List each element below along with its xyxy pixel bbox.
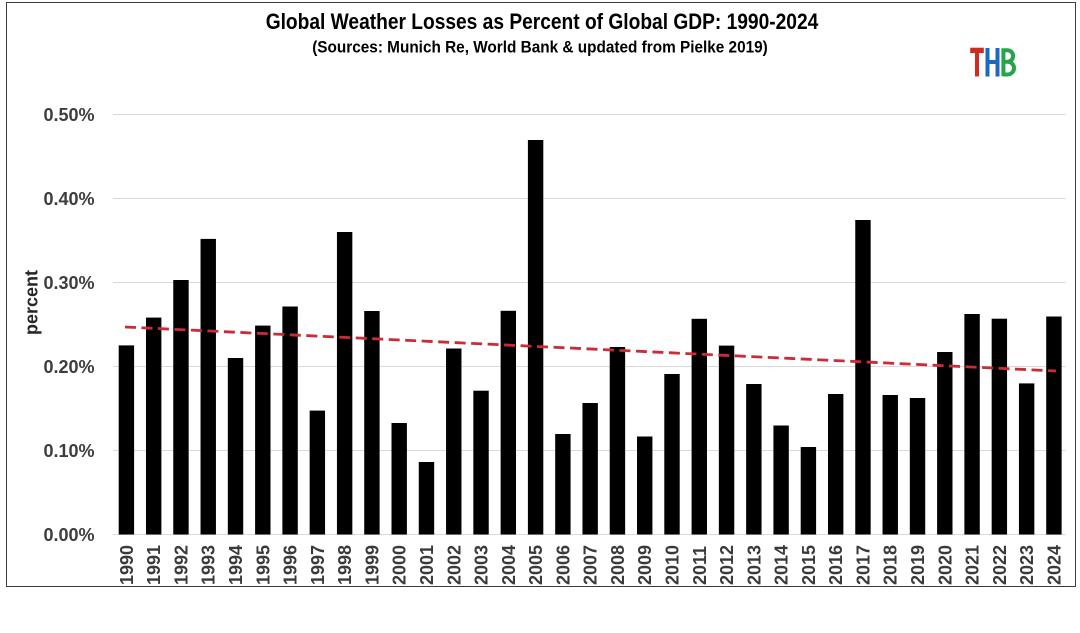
svg-text:2023: 2023 bbox=[1017, 545, 1037, 585]
svg-text:0.30%: 0.30% bbox=[43, 273, 94, 293]
svg-text:1999: 1999 bbox=[362, 545, 382, 585]
svg-text:2005: 2005 bbox=[526, 545, 546, 585]
svg-text:2008: 2008 bbox=[608, 545, 628, 585]
svg-text:Global Weather Losses as Perce: Global Weather Losses as Percent of Glob… bbox=[266, 10, 819, 35]
svg-text:0.00%: 0.00% bbox=[43, 525, 94, 545]
svg-text:1998: 1998 bbox=[335, 545, 355, 585]
svg-text:2001: 2001 bbox=[417, 545, 437, 585]
svg-text:2006: 2006 bbox=[553, 545, 573, 585]
svg-text:0.50%: 0.50% bbox=[43, 105, 94, 125]
svg-text:1994: 1994 bbox=[226, 545, 246, 585]
svg-text:2021: 2021 bbox=[963, 545, 983, 585]
svg-text:2014: 2014 bbox=[772, 545, 792, 585]
svg-text:(Sources: Munich Re, World Ban: (Sources: Munich Re, World Bank & update… bbox=[312, 39, 768, 57]
svg-text:0.40%: 0.40% bbox=[43, 189, 94, 209]
svg-text:2002: 2002 bbox=[444, 545, 464, 585]
svg-text:0.10%: 0.10% bbox=[43, 441, 94, 461]
svg-text:2004: 2004 bbox=[499, 545, 519, 585]
svg-text:percent: percent bbox=[22, 270, 42, 335]
svg-text:2003: 2003 bbox=[472, 545, 492, 585]
svg-text:2012: 2012 bbox=[717, 545, 737, 585]
svg-text:2009: 2009 bbox=[635, 545, 655, 585]
svg-text:0.20%: 0.20% bbox=[43, 357, 94, 377]
svg-text:2016: 2016 bbox=[826, 545, 846, 585]
svg-text:2017: 2017 bbox=[854, 545, 874, 585]
svg-text:2000: 2000 bbox=[390, 545, 410, 585]
svg-text:2020: 2020 bbox=[935, 545, 955, 585]
svg-text:2015: 2015 bbox=[799, 545, 819, 585]
svg-text:2011: 2011 bbox=[690, 546, 710, 585]
svg-text:2024: 2024 bbox=[1044, 545, 1064, 585]
svg-text:2013: 2013 bbox=[744, 545, 764, 585]
svg-text:1991: 1991 bbox=[144, 545, 164, 585]
svg-text:2022: 2022 bbox=[990, 545, 1010, 585]
svg-text:2010: 2010 bbox=[663, 545, 683, 585]
svg-text:1992: 1992 bbox=[172, 545, 192, 585]
svg-text:1995: 1995 bbox=[253, 545, 273, 585]
svg-text:2019: 2019 bbox=[908, 545, 928, 585]
svg-text:1997: 1997 bbox=[308, 545, 328, 585]
svg-text:1996: 1996 bbox=[281, 545, 301, 585]
svg-text:1993: 1993 bbox=[199, 545, 219, 585]
svg-text:2007: 2007 bbox=[581, 545, 601, 585]
svg-text:2018: 2018 bbox=[881, 545, 901, 585]
svg-text:1990: 1990 bbox=[117, 545, 137, 585]
